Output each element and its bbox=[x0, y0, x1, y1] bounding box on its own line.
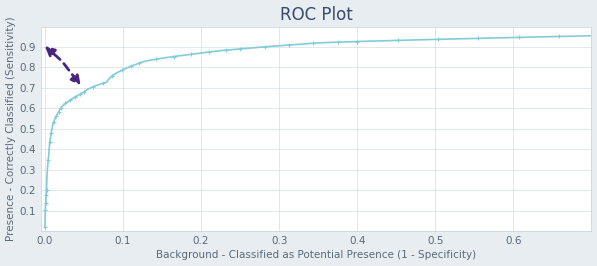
Title: ROC Plot: ROC Plot bbox=[280, 6, 353, 24]
X-axis label: Background - Classified as Potential Presence (1 - Specificity): Background - Classified as Potential Pre… bbox=[156, 251, 476, 260]
Y-axis label: Presence - Correctly Classified (Sensitivity): Presence - Correctly Classified (Sensiti… bbox=[5, 17, 16, 241]
